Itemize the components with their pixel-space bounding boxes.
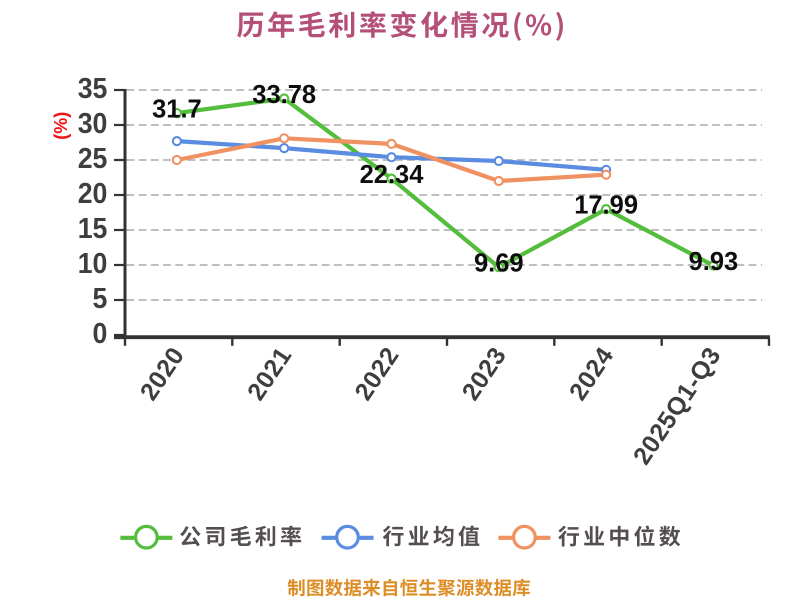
svg-text:0: 0 (93, 317, 108, 349)
svg-text:9.69: 9.69 (474, 250, 524, 278)
svg-text:35: 35 (78, 72, 108, 104)
svg-text:30: 30 (78, 107, 108, 139)
svg-text:31.7: 31.7 (152, 96, 202, 124)
svg-text:(%): (%) (51, 112, 71, 140)
svg-text:33.78: 33.78 (252, 81, 316, 109)
svg-text:25: 25 (78, 142, 108, 174)
svg-text:9.93: 9.93 (689, 248, 739, 276)
svg-text:22.34: 22.34 (360, 161, 425, 189)
svg-text:10: 10 (78, 247, 108, 279)
svg-text:17.99: 17.99 (574, 192, 638, 220)
svg-text:5: 5 (93, 282, 108, 314)
svg-text:20: 20 (78, 177, 108, 209)
svg-text:15: 15 (78, 212, 108, 244)
